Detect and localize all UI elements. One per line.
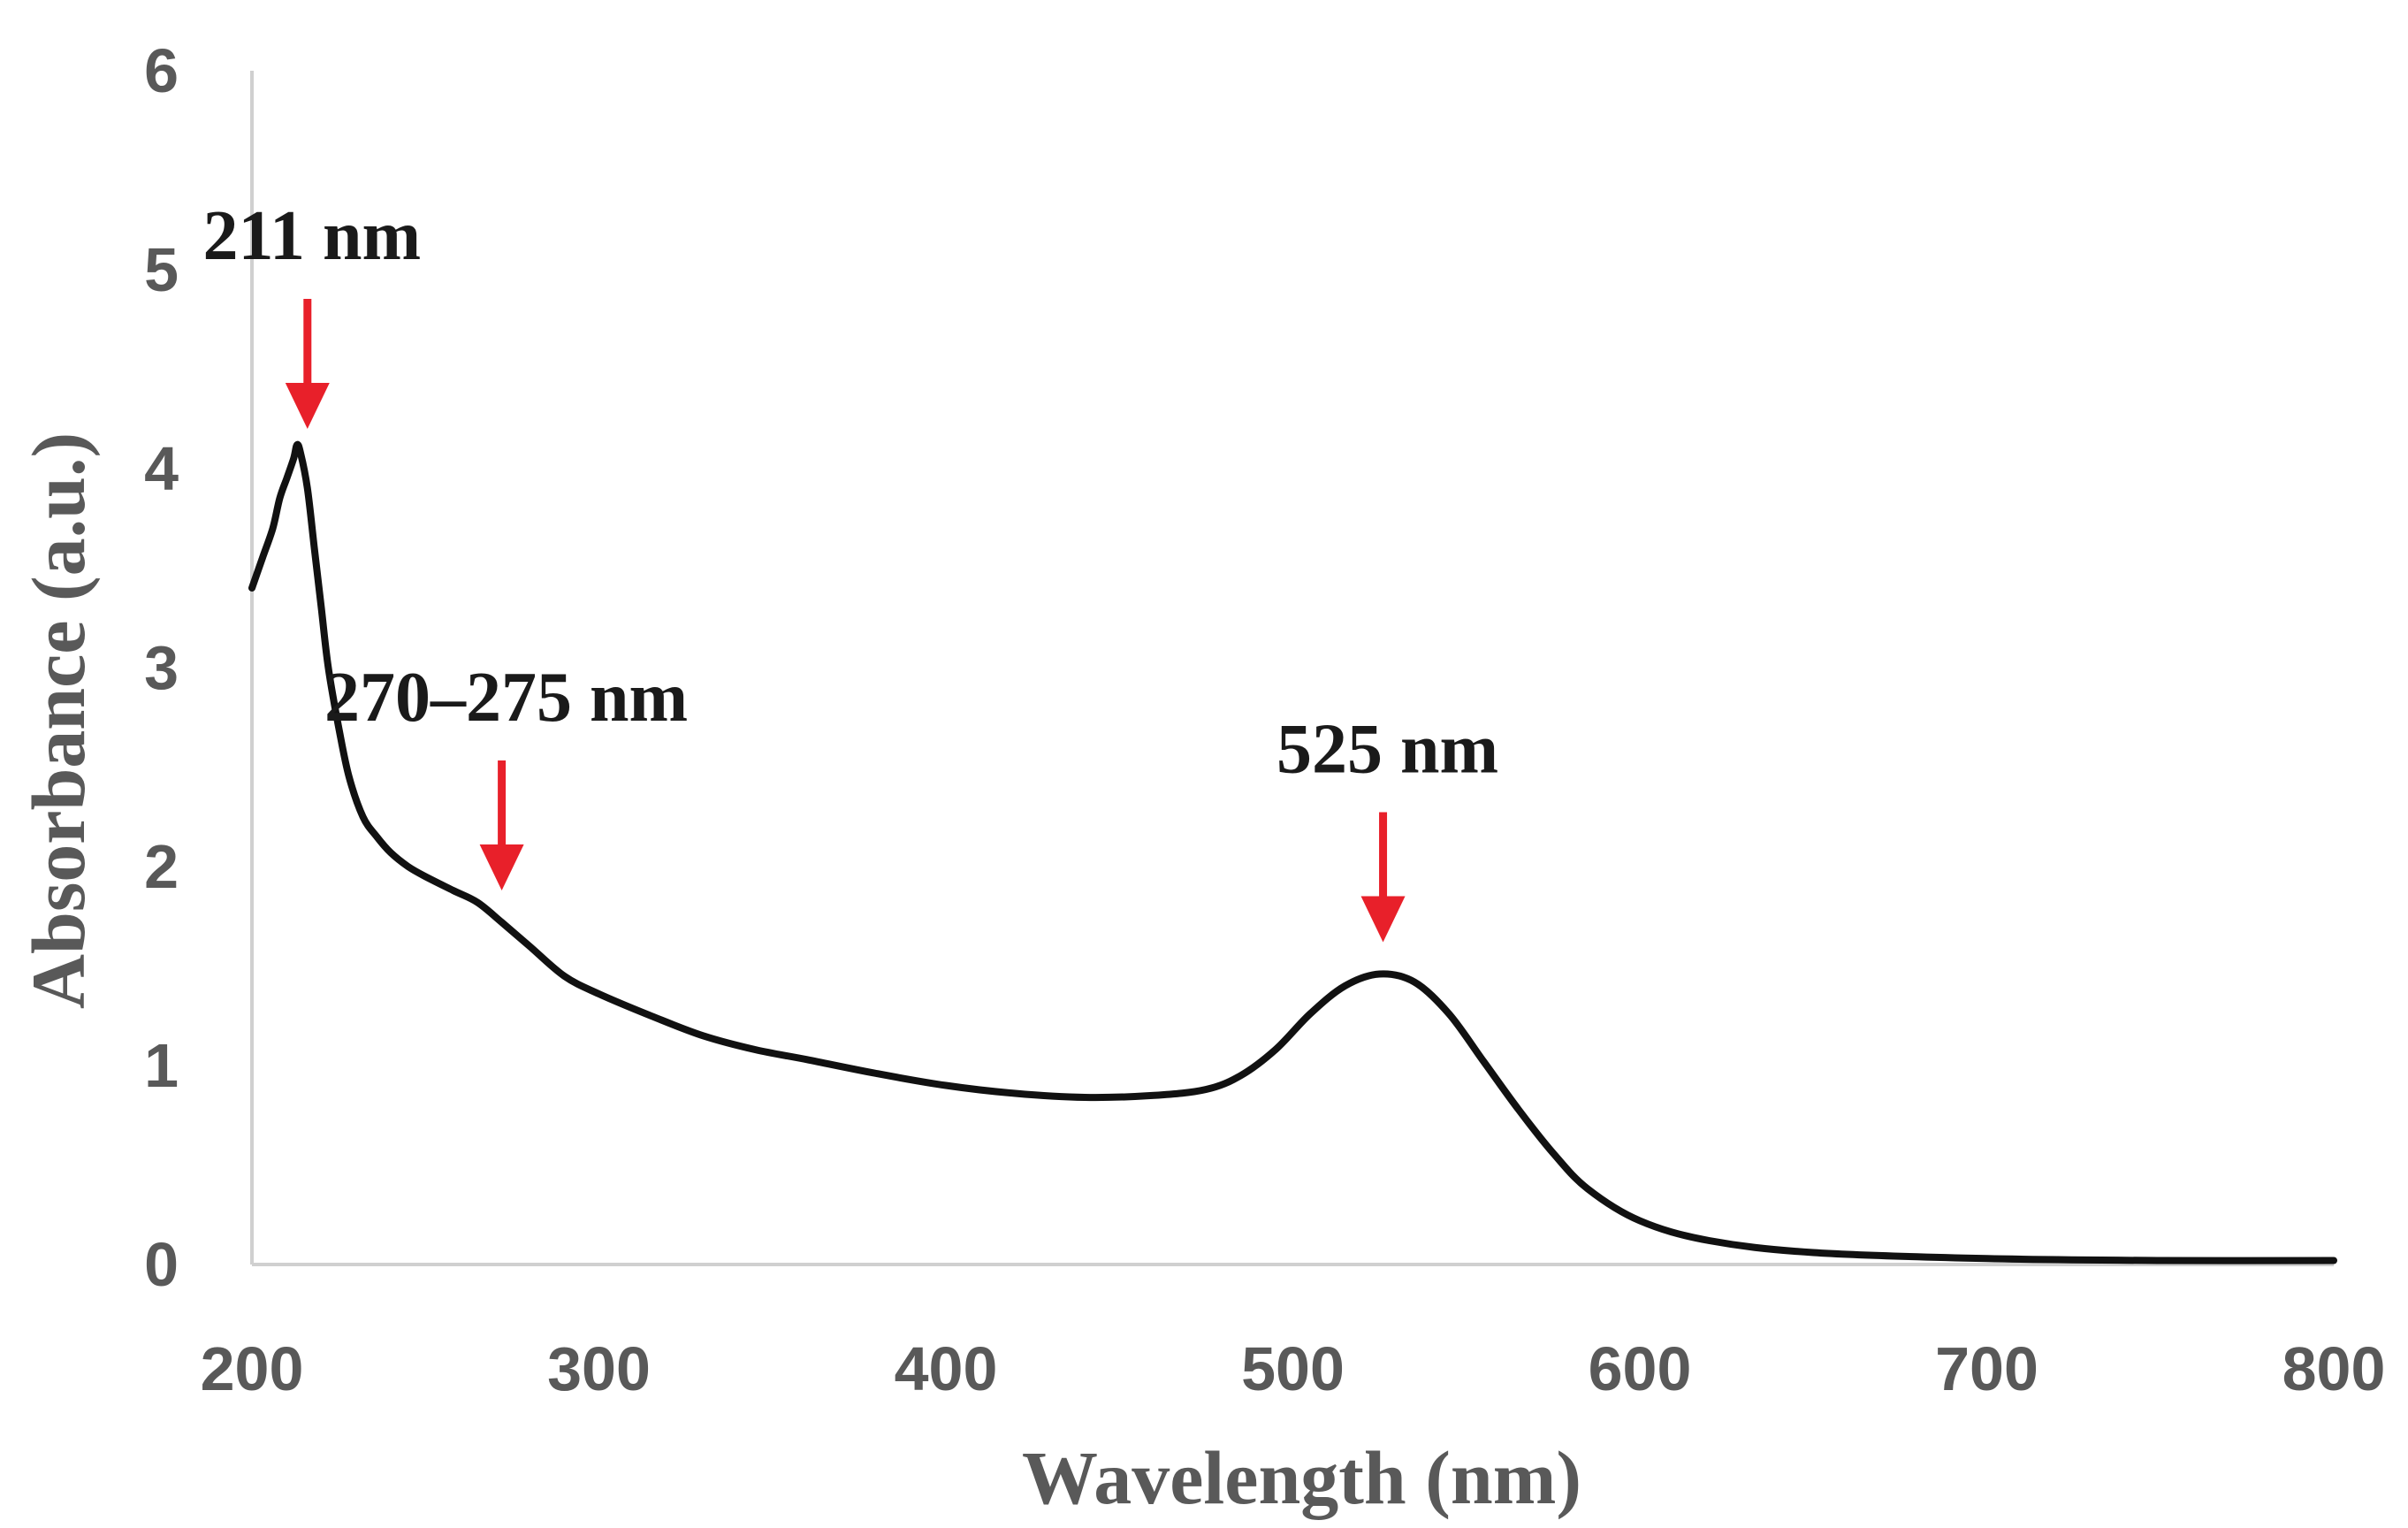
peak-annotation: 270–275 nm — [324, 659, 688, 890]
x-tick-label: 800 — [2282, 1334, 2386, 1403]
annotation-layer: 211 nm 270–275 nm 525 nm — [202, 197, 1498, 943]
x-tick-label: 300 — [547, 1334, 651, 1403]
x-tick-label: 700 — [1935, 1334, 2038, 1403]
y-axis-ticks: 0 1 2 3 4 5 6 — [144, 36, 179, 1299]
arrow-head-icon — [479, 844, 524, 890]
peak-annotation: 211 nm — [202, 197, 421, 429]
y-tick-label: 1 — [144, 1031, 179, 1100]
x-tick-label: 600 — [1589, 1334, 1692, 1403]
y-tick-label: 2 — [144, 832, 179, 901]
x-axis-title: Wavelength (nm) — [1022, 1435, 1581, 1520]
peak-label: 211 nm — [202, 197, 421, 275]
y-axis-title: Absorbance (a.u.) — [16, 432, 101, 1009]
x-tick-label: 500 — [1241, 1334, 1345, 1403]
y-tick-label: 6 — [144, 36, 179, 105]
x-tick-label: 200 — [201, 1334, 304, 1403]
absorbance-series-line — [248, 440, 2337, 1264]
x-axis-ticks: 200 300 400 500 600 700 800 — [201, 1334, 2386, 1403]
y-tick-label: 4 — [144, 434, 179, 503]
y-tick-label: 0 — [144, 1230, 179, 1299]
series-layer — [248, 440, 2337, 1264]
arrow-head-icon — [285, 383, 330, 429]
y-tick-label: 5 — [144, 235, 179, 304]
x-tick-label: 400 — [895, 1334, 998, 1403]
peak-annotation: 525 nm — [1276, 711, 1498, 943]
peak-label: 270–275 nm — [324, 659, 688, 737]
arrow-head-icon — [1360, 896, 1406, 943]
peak-label: 525 nm — [1276, 711, 1498, 789]
y-tick-label: 3 — [144, 633, 179, 702]
